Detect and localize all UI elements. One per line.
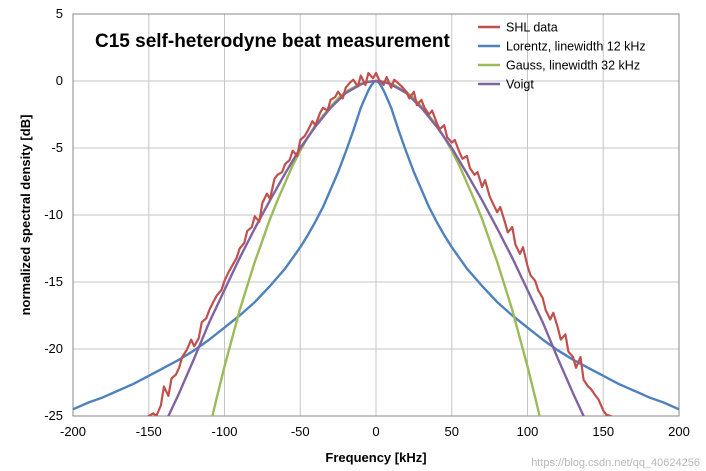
y-tick-label: -15: [44, 274, 63, 289]
x-tick-label: -150: [136, 424, 162, 439]
series-line-shl-data: [147, 71, 612, 416]
y-tick-label: 0: [56, 73, 63, 88]
x-axis-title: Frequency [kHz]: [325, 450, 426, 465]
legend: SHL data Lorentz, linewidth 12 kHz Gauss, …: [478, 21, 646, 92]
legend-label-gauss: Gauss, linewidth 32 kHz: [506, 59, 640, 73]
legend-label-voigt: Voigt: [506, 78, 534, 92]
y-tick-label: -10: [44, 207, 63, 222]
x-tick-label: 200: [668, 424, 690, 439]
tick-labels: -200 -150 -100 -50 0 50 100 150 20050-5-10-15-20…: [44, 6, 690, 439]
series-line-voigt: [167, 79, 585, 416]
legend-label-lorentz: Lorentz, linewidth 12 kHz: [506, 40, 646, 54]
y-tick-label: -5: [51, 140, 63, 155]
legend-label-shl-data: SHL data: [506, 21, 558, 35]
x-tick-label: 150: [592, 424, 614, 439]
series-layer: [73, 71, 679, 416]
x-tick-label: 0: [372, 424, 379, 439]
y-tick-label: 5: [56, 6, 63, 21]
plot-area-frame: [72, 13, 680, 417]
y-tick-label: -20: [44, 341, 63, 356]
chart-title: C15 self-heterodyne beat measurement: [95, 31, 450, 52]
x-tick-label: -100: [211, 424, 237, 439]
watermark-text: https://blog.csdn.net/qq_40624256: [531, 457, 700, 469]
x-tick-label: 100: [517, 424, 539, 439]
x-tick-label: -50: [291, 424, 310, 439]
x-tick-label: 50: [445, 424, 459, 439]
x-tick-label: -200: [60, 424, 86, 439]
y-tick-label: -25: [44, 408, 63, 423]
y-axis-title: normalized spectral density [dB]: [18, 115, 33, 316]
